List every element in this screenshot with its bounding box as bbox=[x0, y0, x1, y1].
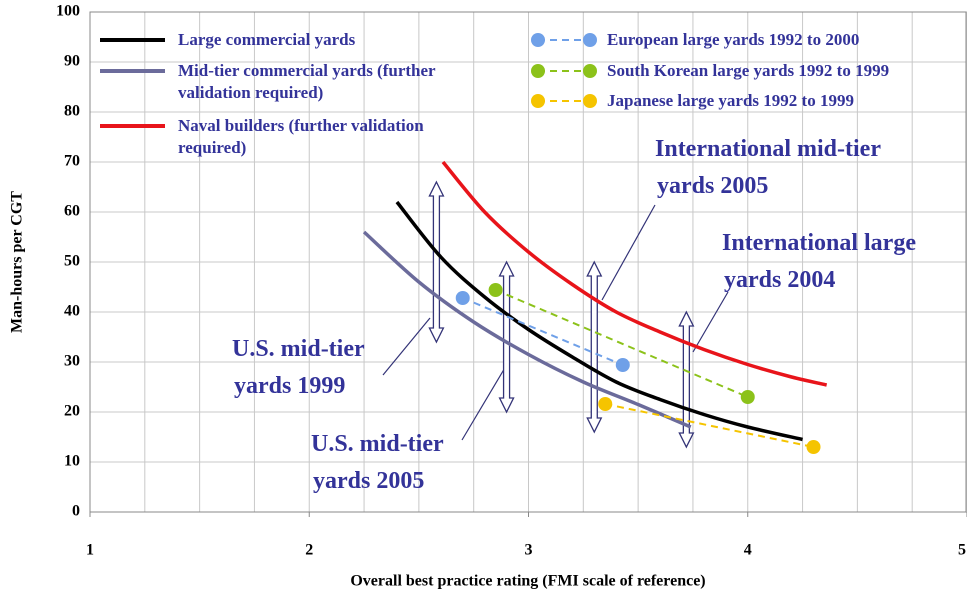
y-tick-label: 100 bbox=[56, 3, 80, 20]
point bbox=[806, 440, 821, 454]
point bbox=[615, 358, 630, 372]
leader-line bbox=[382, 317, 431, 376]
annotation-line: yards 1999 bbox=[234, 373, 345, 399]
range-arrow bbox=[586, 260, 603, 434]
y-tick-label: 80 bbox=[64, 103, 80, 120]
annotation: U.S. mid-tier yards 1999 bbox=[232, 336, 365, 399]
legend-label: European large yards 1992 to 2000 bbox=[607, 30, 860, 49]
y-axis-title: Man-hours per CGT bbox=[9, 191, 26, 333]
legend-marker bbox=[531, 33, 545, 47]
legend-marker bbox=[531, 94, 545, 108]
legend-label: Naval builders (further validation requi… bbox=[178, 116, 424, 157]
y-tick-label: 20 bbox=[64, 403, 80, 420]
range-arrow bbox=[678, 310, 695, 449]
annotation-line: International mid-tier bbox=[655, 136, 881, 162]
legend-marker bbox=[583, 94, 597, 108]
y-tick-label: 60 bbox=[64, 203, 80, 220]
annotation: International mid-tier yards 2005 bbox=[655, 136, 881, 199]
legend-label: Large commercial yards bbox=[178, 30, 356, 49]
y-tick-label: 30 bbox=[64, 353, 80, 370]
legend-marker bbox=[531, 64, 545, 78]
annotation-line: yards 2005 bbox=[313, 468, 424, 494]
annotation: U.S. mid-tier yards 2005 bbox=[311, 431, 444, 494]
range-arrow bbox=[428, 180, 445, 344]
x-tick-label: 4 bbox=[744, 542, 752, 559]
plot-frame bbox=[89, 11, 967, 513]
series-line bbox=[362, 230, 692, 429]
series-line bbox=[395, 200, 803, 442]
annotation-line: U.S. mid-tier bbox=[232, 336, 365, 362]
range-arrow bbox=[498, 260, 515, 414]
y-tick-label: 90 bbox=[64, 53, 80, 70]
point bbox=[740, 390, 755, 404]
y-tick-label: 70 bbox=[64, 153, 80, 170]
x-tick-label: 2 bbox=[305, 542, 313, 559]
leader-line bbox=[461, 365, 507, 441]
series-line bbox=[495, 289, 749, 398]
point bbox=[598, 397, 613, 411]
x-tick-label: 1 bbox=[86, 542, 94, 559]
x-tick-label: 3 bbox=[525, 542, 533, 559]
annotation-line: yards 2004 bbox=[724, 267, 835, 293]
legend-label: Mid-tier commercial yards (further valid… bbox=[178, 61, 436, 102]
leader-line bbox=[692, 291, 729, 353]
annotation-line: U.S. mid-tier bbox=[311, 431, 444, 457]
annotation-line: International large bbox=[722, 230, 916, 256]
legend-label: Japanese large yards 1992 to 1999 bbox=[607, 91, 854, 110]
series-line bbox=[605, 403, 814, 448]
leader-line bbox=[601, 204, 656, 301]
series-line bbox=[462, 297, 624, 366]
y-tick-label: 10 bbox=[64, 453, 80, 470]
y-tick-label: 0 bbox=[72, 503, 80, 520]
x-axis-title: Overall best practice rating (FMI scale … bbox=[350, 573, 705, 590]
y-tick-label: 40 bbox=[64, 303, 80, 320]
legend-marker bbox=[583, 64, 597, 78]
annotation-line: yards 2005 bbox=[657, 173, 768, 199]
legend-label: South Korean large yards 1992 to 1999 bbox=[607, 61, 890, 80]
x-tick-label: 5 bbox=[958, 542, 966, 559]
y-tick-label: 50 bbox=[64, 253, 80, 270]
point bbox=[488, 283, 503, 297]
series-line bbox=[441, 160, 828, 387]
point bbox=[455, 291, 470, 305]
legend-marker bbox=[583, 33, 597, 47]
annotation: International large yards 2004 bbox=[722, 230, 916, 293]
